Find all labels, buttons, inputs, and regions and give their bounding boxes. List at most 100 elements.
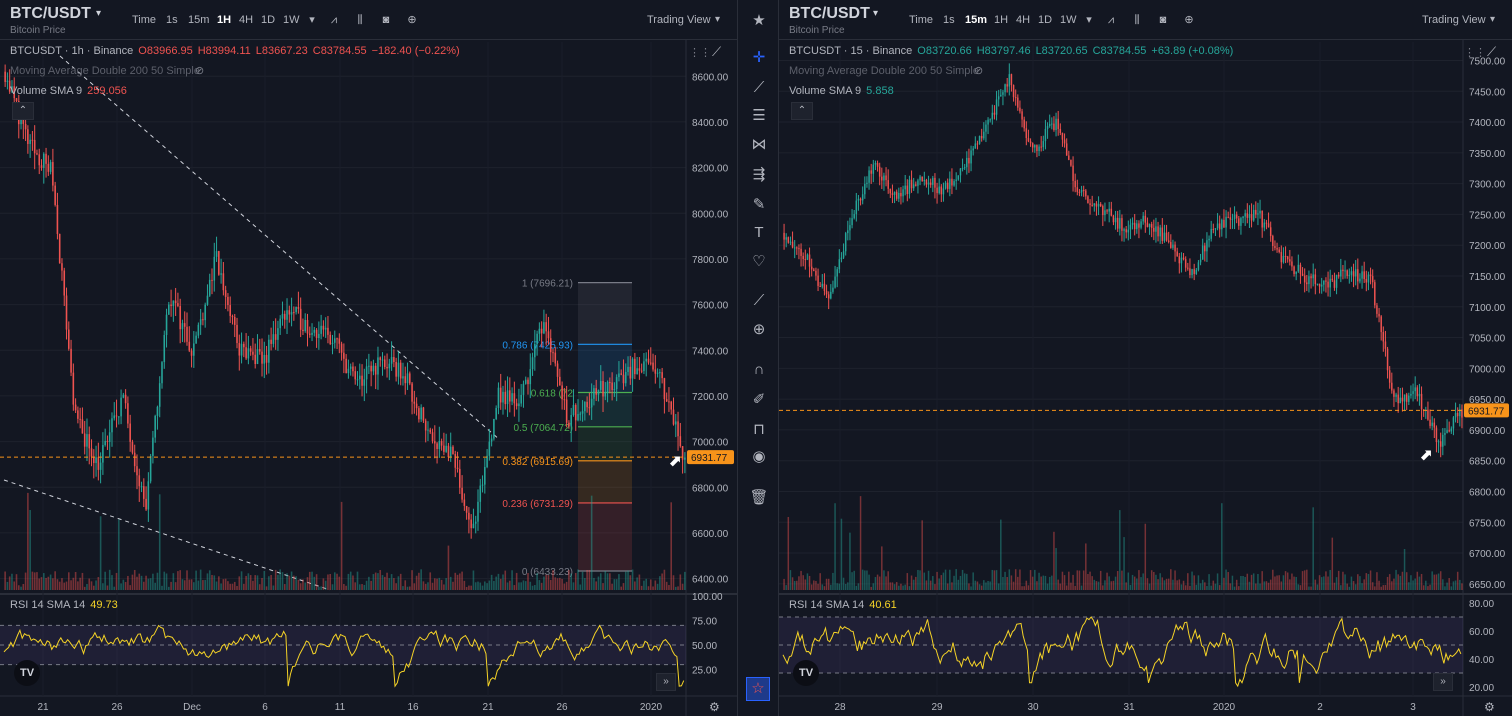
trading-view-chevron-icon[interactable]: ▾ bbox=[1490, 14, 1496, 25]
drag-handle-icon[interactable]: ⋮⋮ bbox=[1464, 47, 1486, 59]
auto-scale-icon[interactable]: ⟋ bbox=[712, 44, 722, 59]
add-icon[interactable]: ⊕ bbox=[1184, 14, 1194, 26]
ma-legend[interactable]: Moving Average Double 200 50 Simple bbox=[10, 65, 200, 77]
volume-bar bbox=[493, 580, 495, 590]
symbol-dropdown-icon[interactable]: ▾ bbox=[873, 8, 879, 19]
volume-bar bbox=[1280, 581, 1283, 590]
left-chart-pane[interactable]: BTC/USDT ▾ Bitcoin Price Time 1s 15m 1H 4H 1D 1W ▾… bbox=[0, 0, 737, 716]
right-chart-pane[interactable]: BTC/USDT ▾ Bitcoin Price Time 1s 15m 1H 4H 1D 1W ▾… bbox=[779, 0, 1512, 716]
more-timeframes-chevron-icon[interactable]: ▾ bbox=[1086, 14, 1092, 26]
candle-body bbox=[1087, 196, 1089, 204]
ruler-icon[interactable]: ⟋ bbox=[753, 292, 765, 309]
volume-bar bbox=[497, 573, 500, 590]
auto-scale-icon[interactable]: ⟋ bbox=[1487, 44, 1497, 59]
volume-bar bbox=[1316, 584, 1319, 590]
collapse-legend-button[interactable]: ⌃ bbox=[791, 102, 813, 120]
settings-gear-icon[interactable]: ⚙ bbox=[1484, 700, 1495, 714]
legend-o: O83966.95 bbox=[138, 45, 193, 57]
volume-bar bbox=[847, 582, 849, 590]
volume-bar bbox=[934, 584, 936, 590]
volume-bar bbox=[1150, 570, 1153, 590]
trend-line-icon[interactable]: ⟋ bbox=[753, 79, 765, 96]
scroll-to-realtime-button[interactable]: » bbox=[656, 673, 676, 691]
projection-icon[interactable]: ⇶ bbox=[752, 166, 766, 183]
timeframe-1h[interactable]: 1H bbox=[217, 14, 232, 26]
candle-body bbox=[1240, 218, 1242, 226]
volume-bar bbox=[1433, 574, 1436, 590]
price-chart[interactable]: 8600.00 8400.00 8200.00 8000.00 7800.00 7600.… bbox=[0, 0, 737, 716]
candles-icon[interactable]: ⫼ bbox=[1134, 14, 1140, 26]
trash-icon[interactable]: 🗑 bbox=[749, 489, 769, 506]
candle-body bbox=[885, 175, 887, 181]
volume-bar bbox=[1422, 585, 1425, 590]
settings-gear-icon[interactable]: ⚙ bbox=[709, 700, 720, 714]
ma-legend[interactable]: Moving Average Double 200 50 Simple bbox=[789, 65, 979, 77]
volume-bar bbox=[1354, 584, 1357, 590]
favorite-star-icon[interactable]: ★ bbox=[752, 12, 766, 29]
symbol-title[interactable]: BTC/USDT bbox=[10, 5, 91, 22]
volume-bar bbox=[966, 573, 968, 590]
symbol-title[interactable]: BTC/USDT bbox=[789, 5, 870, 22]
timeframe-1w[interactable]: 1W bbox=[1060, 14, 1077, 26]
timeframe-15m[interactable]: 15m bbox=[188, 14, 210, 26]
indicators-icon[interactable]: ⩘ bbox=[330, 14, 338, 26]
hidden-eye-icon[interactable]: ⊘ bbox=[974, 65, 984, 77]
volume-bar bbox=[1348, 586, 1351, 590]
timeframe-1d[interactable]: 1D bbox=[1038, 14, 1053, 26]
scroll-to-realtime-button[interactable]: » bbox=[1433, 673, 1453, 691]
candles-icon[interactable]: ⫼ bbox=[357, 14, 363, 26]
candle-body bbox=[145, 498, 147, 510]
volume-bar bbox=[668, 585, 670, 590]
volume-bar bbox=[1129, 584, 1132, 590]
timeframe-1h[interactable]: 1H bbox=[994, 14, 1009, 26]
volume-bar bbox=[522, 580, 525, 590]
timeframe-1s[interactable]: 1s bbox=[166, 14, 178, 26]
hidden-eye-icon[interactable]: ⊘ bbox=[195, 65, 205, 77]
symbol-dropdown-icon[interactable]: ▾ bbox=[96, 8, 102, 19]
brush-icon[interactable]: ✎ bbox=[752, 196, 766, 213]
candle-body bbox=[1252, 209, 1255, 221]
volume-bar bbox=[789, 570, 792, 590]
candle-body bbox=[1182, 257, 1185, 260]
volume-bar bbox=[1053, 531, 1055, 590]
crosshair-icon[interactable]: ✛ bbox=[752, 49, 766, 66]
eye-icon[interactable]: ◉ bbox=[752, 448, 766, 465]
volume-bar bbox=[1057, 579, 1059, 590]
timeframe-4h[interactable]: 4H bbox=[239, 14, 254, 26]
camera-icon[interactable]: ◙ bbox=[1159, 14, 1167, 26]
heart-icon[interactable]: ♡ bbox=[752, 253, 766, 270]
ideas-icon[interactable]: ☆ bbox=[746, 677, 770, 701]
collapse-legend-button[interactable]: ⌃ bbox=[12, 102, 34, 120]
pattern-icon[interactable]: ⋈ bbox=[751, 136, 767, 153]
volume-bar bbox=[615, 579, 618, 590]
lock-icon[interactable]: ⊓ bbox=[753, 421, 765, 438]
camera-icon[interactable]: ◙ bbox=[382, 14, 390, 26]
timeframe-time[interactable]: Time bbox=[132, 14, 157, 26]
candle-body bbox=[1023, 119, 1025, 129]
candle-body bbox=[306, 319, 309, 334]
horizontal-lines-icon[interactable]: ☰ bbox=[752, 107, 766, 124]
trading-view-chevron-icon[interactable]: ▾ bbox=[715, 14, 721, 25]
price-chart[interactable]: 7500.00 7450.00 7400.00 7350.00 7300.00 7250.… bbox=[779, 0, 1512, 716]
trading-view-menu[interactable]: Trading View bbox=[1422, 14, 1486, 26]
add-icon[interactable]: ⊕ bbox=[407, 14, 417, 26]
timeframe-15m[interactable]: 15m bbox=[965, 14, 988, 26]
candle-body bbox=[486, 455, 488, 468]
timeframe-time[interactable]: Time bbox=[909, 14, 934, 26]
volume-bar bbox=[156, 572, 159, 590]
more-timeframes-chevron-icon[interactable]: ▾ bbox=[309, 14, 315, 26]
indicators-icon[interactable]: ⩘ bbox=[1107, 14, 1115, 26]
text-icon[interactable]: T bbox=[754, 224, 764, 241]
timeframe-1w[interactable]: 1W bbox=[283, 14, 300, 26]
timeframe-1s[interactable]: 1s bbox=[943, 14, 955, 26]
zoom-in-icon[interactable]: ⊕ bbox=[752, 321, 766, 338]
candle-body bbox=[199, 319, 202, 325]
volume-bar bbox=[857, 583, 860, 590]
drag-handle-icon[interactable]: ⋮⋮ bbox=[689, 47, 711, 59]
magnet-icon[interactable]: ∩ bbox=[753, 361, 765, 378]
trading-view-menu[interactable]: Trading View bbox=[647, 14, 711, 26]
timeframe-1d[interactable]: 1D bbox=[261, 14, 276, 26]
volume-bar bbox=[36, 572, 38, 590]
timeframe-4h[interactable]: 4H bbox=[1016, 14, 1031, 26]
lock-pencil-icon[interactable]: ✐ bbox=[752, 391, 766, 408]
